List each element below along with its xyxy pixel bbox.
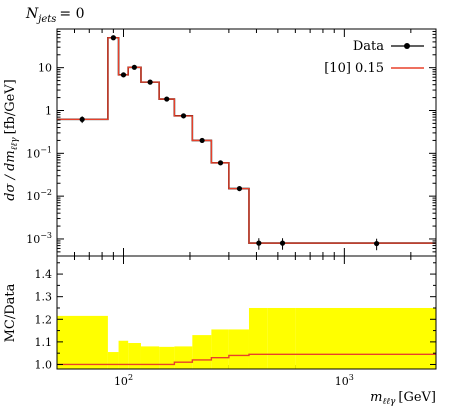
x-axis-label: mℓℓγ [GeV] [370, 390, 436, 407]
data-point [79, 116, 85, 122]
data-point [199, 137, 205, 144]
ratio-band-bin [140, 346, 160, 369]
x-axis-label-base: m [370, 390, 382, 405]
ratio-band-bin [211, 329, 229, 369]
main-y-tick-label: 10−3 [26, 231, 52, 246]
ratio-band-bin [228, 329, 249, 369]
main-y-tick-label-exponent: −3 [40, 231, 52, 240]
ratio-y-tick-label: 1.2 [35, 313, 53, 326]
data-point [110, 35, 116, 41]
data-point [279, 240, 286, 246]
ratio-band-bin [159, 346, 175, 369]
annotation-njets: Njets = 0 [25, 6, 85, 25]
x-tick-label-exponent: 2 [128, 373, 133, 382]
main-y-tick-label: 1 [45, 104, 52, 117]
main-y-tick-label-base: 10 [38, 62, 52, 75]
legend-prediction-label: [10] 0.15 [324, 61, 384, 76]
x-tick-label-base: 10 [335, 375, 349, 388]
x-tick-label-exponent: 3 [349, 373, 354, 382]
prediction-line [57, 37, 436, 244]
main-y-tick-label-base: 10 [26, 233, 40, 246]
ratio-band-bin [248, 307, 268, 369]
data-point [180, 113, 187, 119]
annotation-rhs: = 0 [59, 6, 84, 22]
main-y-tick-label-base: 10 [26, 147, 40, 160]
ratio-y-tick-label: 1.1 [35, 336, 53, 349]
ratio-y-tick-label: 1.0 [35, 358, 53, 371]
data-point [131, 64, 137, 70]
ratio-panel: 1.0 1.1 1.2 1.3 1.4 [35, 255, 437, 371]
ratio-band-bin [128, 343, 141, 369]
ratio-prediction-line [57, 353, 436, 366]
legend: Data [10] 0.15 [324, 39, 424, 76]
main-y-tick-label-exponent: −2 [40, 188, 52, 197]
data-point [164, 96, 170, 102]
data-point [147, 79, 153, 85]
y-axis-label-lhs: dσ / dm [3, 150, 18, 201]
data-point [217, 160, 224, 166]
y-axis-label-main: dσ / dmℓℓγ [fb/GeV] [3, 79, 20, 201]
main-y-tick-label-exponent: −1 [40, 145, 52, 154]
x-axis-label-unit: [GeV] [398, 390, 436, 405]
x-axis-label-subscript: ℓℓγ [382, 397, 395, 407]
main-y-tick-label: 10−2 [26, 188, 52, 203]
x-tick-label: 103 [335, 373, 354, 388]
ratio-band-bin [192, 335, 212, 369]
y-axis-label-unit: [fb/GeV] [3, 79, 18, 134]
data-point [256, 240, 262, 246]
main-y-tick-label: 10−1 [26, 145, 52, 160]
ratio-band-bin [267, 307, 296, 369]
data-point [120, 72, 127, 78]
main-y-tick-label: 10 [38, 62, 52, 75]
ratio-band-bin [295, 307, 436, 369]
annotation-base: N [25, 6, 39, 22]
x-tick-label: 102 [114, 373, 133, 388]
x-tick-label-base: 10 [114, 375, 128, 388]
main-y-tick-label-base: 10 [26, 190, 40, 203]
legend-data-marker [404, 43, 410, 49]
y-axis-label-subscript: ℓℓγ [10, 137, 20, 150]
main-y-tick-label-base: 1 [45, 104, 52, 117]
ratio-band-bin [57, 315, 108, 369]
y-axis-label-ratio: MC/Data [3, 283, 18, 342]
annotation-subscript: jets [36, 14, 56, 25]
ratio-band-bin [174, 346, 193, 369]
ratio-panel-frame [56, 255, 437, 370]
ratio-band-bin [118, 340, 129, 369]
ratio-y-tick-label: 1.3 [35, 291, 53, 304]
data-point [374, 240, 380, 247]
legend-data-label: Data [353, 39, 384, 54]
ratio-band-bin [107, 352, 119, 369]
ratio-y-tick-label: 1.4 [35, 268, 53, 281]
data-point [236, 185, 243, 192]
